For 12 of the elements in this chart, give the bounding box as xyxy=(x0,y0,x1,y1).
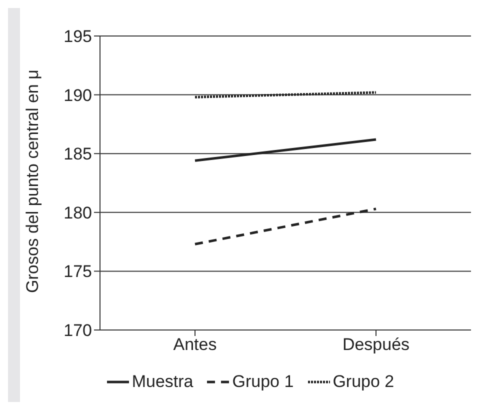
legend-label: Grupo 1 xyxy=(232,372,294,392)
x-tick-label: Antes xyxy=(173,335,217,354)
y-tick-label: 190 xyxy=(64,86,92,105)
x-tick-label: Después xyxy=(342,335,410,354)
legend-label: Grupo 2 xyxy=(332,372,394,392)
y-tick-label: 185 xyxy=(64,144,92,164)
legend-label: Muestra xyxy=(132,372,194,392)
y-tick-label: 175 xyxy=(64,262,92,282)
y-tick-label: 195 xyxy=(64,27,92,46)
y-axis-title: Grosos del punto central en μ xyxy=(23,70,42,293)
y-tick-label: 170 xyxy=(64,321,92,340)
y-tick-label: 180 xyxy=(64,203,92,222)
